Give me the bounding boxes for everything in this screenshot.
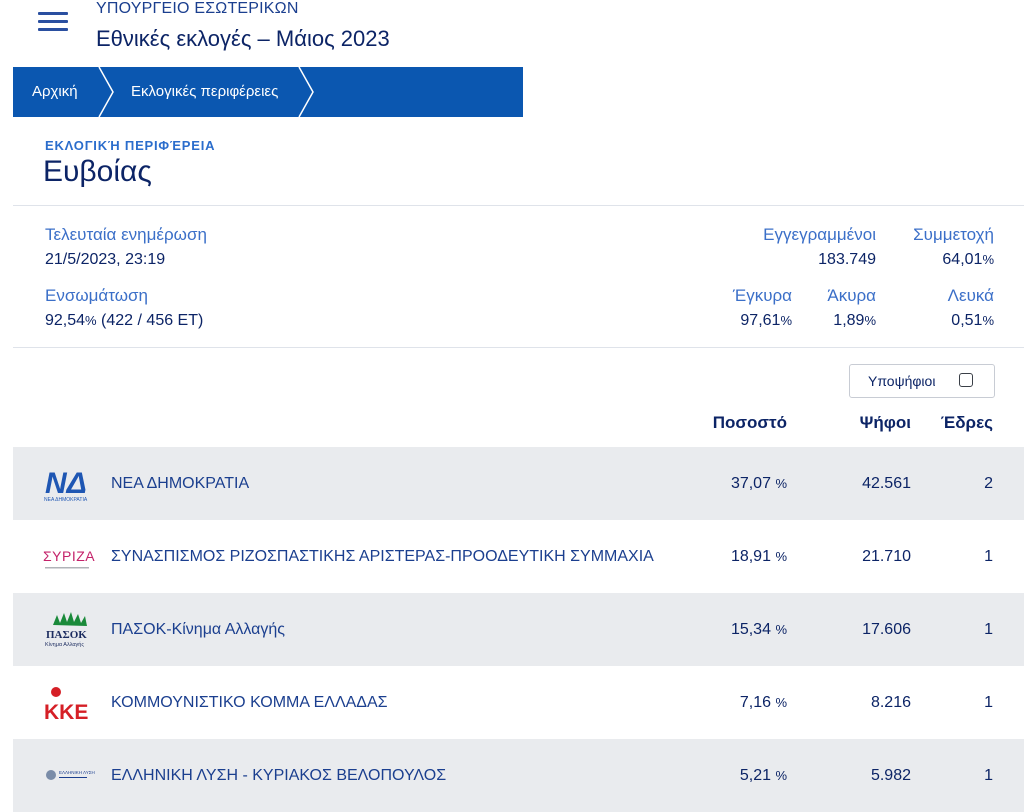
breadcrumb-separator-icon: [98, 67, 114, 117]
party-pct-value: 7,16: [739, 694, 771, 711]
invalid-label: Άκυρα: [827, 286, 876, 305]
integration-label: Ενσωμάτωση: [45, 286, 148, 305]
nd-logo-mark: ΝΔ: [45, 467, 87, 500]
pasok-logo-sub: Κίνημα Αλλαγής: [45, 641, 84, 648]
party-seats: 1: [984, 767, 993, 784]
syriza-logo: ΣΥΡΙΖΑ: [41, 538, 97, 576]
party-votes: 21.710: [862, 548, 911, 565]
menu-icon[interactable]: [38, 12, 68, 36]
region-label: Εκλογική Περιφέρεια: [45, 138, 216, 153]
party-pct: 37,07 %: [13, 447, 787, 520]
candidates-toggle-label: Υποψήφιοι: [868, 373, 936, 389]
blank-label: Λευκά: [947, 286, 994, 305]
turnout-number: 64,01: [942, 251, 983, 268]
blank-value: 0,51%: [880, 312, 994, 330]
party-name[interactable]: ΣΥΝΑΣΠΙΣΜΟΣ ΡΙΖΟΣΠΑΣΤΙΚΗΣ ΑΡΙΣΤΕΡΑΣ-ΠΡΟΟ…: [111, 548, 654, 565]
app-header: ΥΠΟΥΡΓΕΙΟ ΕΣΩΤΕΡΙΚΩΝ Εθνικές εκλογές – Μ…: [0, 0, 1024, 62]
column-header-pct[interactable]: Ποσοστό: [712, 413, 787, 432]
valid-value: 97,61%: [680, 312, 792, 330]
party-pct: 15,34 %: [13, 593, 787, 666]
invalid-number: 1,89: [833, 312, 865, 329]
candidates-toggle[interactable]: Υποψήφιοι: [849, 364, 995, 398]
table-row[interactable]: ΠΑΣΟΚ Κίνημα Αλλαγής ΠΑΣΟΚ-Κίνημα Αλλαγή…: [13, 593, 1024, 666]
last-update-value: 21/5/2023, 23:19: [45, 251, 166, 268]
kke-logo: ΚΚΕ: [41, 684, 97, 724]
registered-label: Εγγεγραμμένοι: [763, 225, 876, 244]
pasok-logo-text: ΠΑΣΟΚ: [46, 629, 87, 641]
party-name[interactable]: ΝΕΑ ΔΗΜΟΚΡΑΤΙΑ: [111, 475, 250, 492]
party-name[interactable]: ΠΑΣΟΚ-Κίνημα Αλλαγής: [111, 621, 286, 638]
party-pct-unit: %: [775, 695, 787, 710]
blank-unit: %: [982, 313, 994, 328]
party-pct-unit: %: [775, 768, 787, 783]
party-seats: 1: [984, 694, 993, 711]
breadcrumb-home[interactable]: Αρχική: [32, 83, 78, 100]
integration-count: (422 / 456 ΕΤ): [96, 312, 204, 329]
pasok-logo: ΠΑΣΟΚ Κίνημα Αλλαγής: [41, 611, 97, 649]
elliniki-lysi-logo: ΕΛΛΗΝΙΚΗ ΛΥΣΗ: [41, 757, 97, 795]
party-pct-unit: %: [775, 622, 787, 637]
registered-value: 183.749: [818, 251, 876, 268]
valid-label: Έγκυρα: [732, 286, 792, 305]
party-pct-value: 5,21: [739, 767, 771, 784]
breadcrumb-regions[interactable]: Εκλογικές περιφέρειες: [131, 83, 279, 100]
party-seats: 1: [984, 621, 993, 638]
kke-logo-text: ΚΚΕ: [44, 701, 88, 722]
region-name: Ευβοίας: [43, 155, 152, 188]
table-row[interactable]: ΕΛΛΗΝΙΚΗ ΛΥΣΗ ΕΛΛΗΝΙΚΗ ΛΥΣΗ - ΚΥΡΙΑΚΟΣ Β…: [13, 739, 1024, 812]
party-votes: 5.982: [870, 767, 911, 784]
party-seats: 1: [984, 548, 993, 565]
table-row[interactable]: ΣΥΡΙΖΑ ΣΥΝΑΣΠΙΣΜΟΣ ΡΙΖΟΣΠΑΣΤΙΚΗΣ ΑΡΙΣΤΕΡ…: [13, 520, 1024, 593]
party-votes: 17.606: [862, 621, 911, 638]
party-name[interactable]: ΕΛΛΗΝΙΚΗ ΛΥΣΗ - ΚΥΡΙΑΚΟΣ ΒΕΛΟΠΟΥΛΟΣ: [111, 767, 447, 784]
integration-value: 92,54% (422 / 456 ΕΤ): [45, 312, 203, 330]
table-row[interactable]: ΚΚΕ ΚΟΜΜΟΥΝΙΣΤΙΚΟ ΚΟΜΜΑ ΕΛΛΑΔΑΣ 7,16 % 8…: [13, 666, 1024, 739]
party-seats: 2: [984, 475, 993, 492]
valid-unit: %: [780, 313, 792, 328]
party-pct-value: 37,07: [730, 475, 771, 492]
integration-pct-unit: %: [85, 313, 97, 328]
page-title: Εθνικές εκλογές – Μάιος 2023: [96, 26, 390, 51]
invalid-value: 1,89%: [800, 312, 876, 330]
last-update-label: Τελευταία ενημέρωση: [45, 225, 207, 244]
breadcrumb-separator-icon: [298, 67, 314, 117]
party-pct: 18,91 %: [13, 520, 787, 593]
checkbox-icon[interactable]: [959, 373, 973, 387]
divider: [13, 347, 1024, 348]
blank-number: 0,51: [951, 312, 983, 329]
turnout-label: Συμμετοχή: [913, 225, 994, 244]
party-votes: 42.561: [862, 475, 911, 492]
party-name[interactable]: ΚΟΜΜΟΥΝΙΣΤΙΚΟ ΚΟΜΜΑ ΕΛΛΑΔΑΣ: [111, 694, 388, 711]
table-row[interactable]: ΝΔ ΝΕΑ ΔΗΜΟΚΡΑΤΙΑ ΝΕΑ ΔΗΜΟΚΡΑΤΙΑ 37,07 %…: [13, 447, 1024, 520]
divider: [13, 205, 1024, 206]
nd-logo-text: ΝΕΑ ΔΗΜΟΚΡΑΤΙΑ: [44, 497, 88, 503]
party-pct: 7,16 %: [13, 666, 787, 739]
column-header-seats[interactable]: Έδρες: [940, 413, 993, 432]
valid-number: 97,61: [740, 312, 781, 329]
breadcrumb: Αρχική Εκλογικές περιφέρειες: [13, 67, 523, 117]
column-header-votes[interactable]: Ψήφοι: [859, 413, 911, 432]
invalid-unit: %: [864, 313, 876, 328]
party-pct-unit: %: [775, 476, 787, 491]
syriza-logo-text: ΣΥΡΙΖΑ: [43, 548, 95, 564]
turnout-unit: %: [982, 252, 994, 267]
party-pct-value: 15,34: [730, 621, 771, 638]
nd-logo: ΝΔ ΝΕΑ ΔΗΜΟΚΡΑΤΙΑ: [41, 465, 97, 503]
party-pct-unit: %: [775, 549, 787, 564]
party-pct-value: 18,91: [730, 548, 771, 565]
party-pct: 5,21 %: [13, 739, 787, 812]
elliniki-lysi-logo-text: ΕΛΛΗΝΙΚΗ ΛΥΣΗ: [59, 770, 95, 775]
party-votes: 8.216: [870, 694, 911, 711]
integration-pct: 92,54: [45, 312, 86, 329]
turnout-value: 64,01%: [880, 251, 994, 269]
ministry-name: ΥΠΟΥΡΓΕΙΟ ΕΣΩΤΕΡΙΚΩΝ: [96, 0, 299, 17]
